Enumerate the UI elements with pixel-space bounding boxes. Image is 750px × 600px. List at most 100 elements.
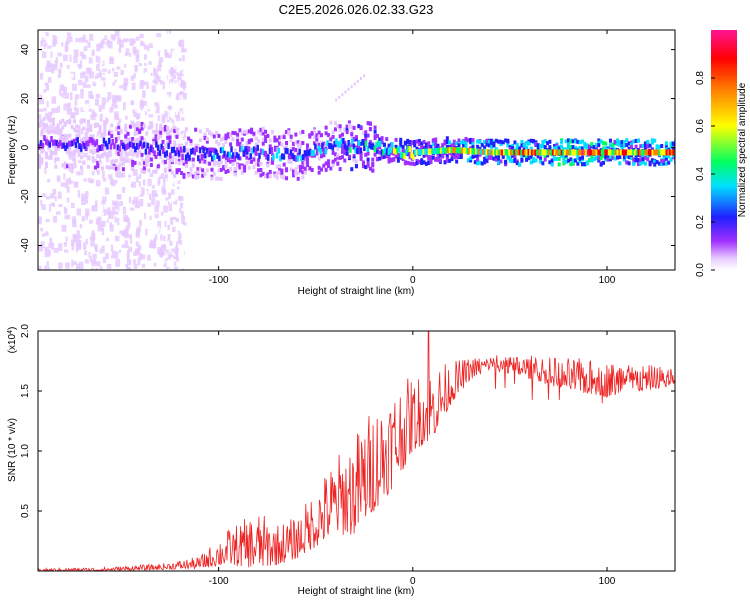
spectrogram-cell (148, 61, 152, 65)
spectrogram-cell (366, 133, 370, 138)
spectrogram-cell (163, 205, 168, 213)
spectrogram-cell (667, 154, 671, 159)
spectrogram-cell (224, 164, 228, 169)
spectrogram-cell (180, 110, 183, 115)
spectrogram-cell (135, 176, 139, 183)
spectrogram-cell (68, 133, 72, 138)
spectrogram-ridge-cell (378, 140, 382, 147)
spectrogram-cell (162, 188, 167, 195)
spectrogram-cell (63, 206, 67, 213)
spectrogram-cell (121, 140, 125, 145)
spectrogram-ridge-cell (579, 149, 583, 156)
spectrogram-cell (135, 127, 139, 132)
spectrogram-cell (261, 137, 265, 142)
spectrogram-cell (167, 116, 170, 121)
spectrogram-cell (168, 135, 172, 140)
spectrogram-cell (123, 169, 127, 176)
spectrogram-cell (354, 164, 358, 169)
spectrogram-cell (124, 63, 127, 68)
spectrogram-ridge-cell (401, 152, 405, 159)
spectrogram-cell (585, 146, 589, 151)
spectrogram-ridge-cell (572, 149, 576, 156)
spectrogram-cell (137, 244, 142, 251)
spectrogram-cell (382, 154, 386, 159)
spectrogram-cell (138, 181, 141, 187)
colorbar-tick-label: 0.4 (695, 167, 706, 181)
spectrogram-cell (151, 85, 156, 93)
spectrogram-cell (165, 185, 168, 190)
spectrogram-cell (450, 153, 454, 158)
spectrogram-cell (72, 127, 76, 132)
spectrogram-cell (646, 153, 650, 158)
spectrogram-cell (129, 236, 133, 244)
spectrogram-cell (161, 101, 166, 106)
spectrogram-cell (319, 133, 323, 138)
spectrogram-cell (114, 158, 118, 163)
spectrogram-ridge-cell (466, 147, 469, 154)
spectrogram-cell (119, 148, 123, 153)
spectrogram-cell (259, 173, 263, 178)
spectrogram-cell (49, 155, 53, 160)
spectrogram-cell (138, 238, 142, 246)
spectrogram-ridge-cell (41, 142, 44, 149)
spectrogram-cell (91, 267, 94, 270)
spectrogram-ridge-cell (144, 148, 148, 155)
spectrogram-cell (357, 124, 361, 129)
spectrogram-cell (52, 238, 55, 246)
spectrogram-cell (382, 142, 386, 147)
spectrogram-cell (180, 94, 183, 99)
spectrogram-cell (278, 164, 282, 169)
spectrogram-cell (154, 205, 159, 213)
spectrogram-ridge-cell (83, 142, 86, 149)
spectrogram-cell (49, 153, 53, 158)
spectrogram-cell (294, 148, 298, 153)
spectrogram-cell (408, 153, 412, 158)
spectrogram-cell (198, 158, 202, 163)
spectrogram-cell (599, 139, 603, 144)
spectrogram-cell (110, 250, 116, 259)
spectrogram-cell (569, 157, 573, 162)
spectrogram-cell (487, 143, 491, 148)
spectrogram-cell (562, 147, 566, 152)
spectrogram-cell (574, 139, 578, 144)
spectrogram-cell (420, 161, 424, 166)
spectrogram-cell (84, 75, 89, 83)
x-tick-label: 100 (599, 275, 616, 286)
spectrogram-cell (522, 143, 526, 148)
spectrogram-ridge-cell (244, 146, 247, 153)
spectrogram-cell (618, 155, 622, 160)
spectrogram-cell (97, 223, 103, 232)
spectrogram-cell (57, 128, 60, 136)
spectrogram-ridge-cell (225, 154, 228, 161)
spectrogram-cell (224, 169, 228, 174)
spectrogram-cell (350, 129, 354, 134)
spectrogram-cell (182, 192, 185, 197)
spectrogram-cell (175, 134, 179, 139)
spectrogram-cell (174, 80, 178, 85)
spectrogram-cell (112, 82, 115, 86)
spectrogram-cell (147, 178, 152, 187)
spectrogram-cell (485, 142, 489, 147)
spectrogram-cell (71, 135, 74, 139)
spectrogram-ridge-cell (209, 150, 212, 157)
spectrogram-cell (109, 251, 112, 256)
spectrogram-cell (149, 215, 152, 221)
spectrogram-cell (462, 142, 466, 147)
spectrogram-cell (80, 128, 84, 135)
spectrogram-cell (198, 129, 202, 134)
spectrogram-cell (254, 142, 258, 147)
spectrogram-cell (88, 248, 93, 253)
spectrogram-ridge-cell (287, 153, 291, 160)
spectrogram-cell (68, 163, 72, 168)
spectrogram-ridge-cell (398, 146, 401, 153)
spectrogram-cell (89, 256, 92, 262)
spectrogram-cell (331, 150, 335, 155)
spectrogram-cell (126, 131, 130, 136)
spectrogram-cell (71, 65, 74, 74)
spectrogram-cell (350, 124, 354, 129)
spectrogram-cell (378, 150, 382, 155)
spectrogram-ridge-cell (562, 149, 565, 156)
spectrogram-cell (264, 174, 268, 179)
spectrogram-cell (156, 129, 160, 134)
spectrogram-cell (149, 173, 154, 178)
